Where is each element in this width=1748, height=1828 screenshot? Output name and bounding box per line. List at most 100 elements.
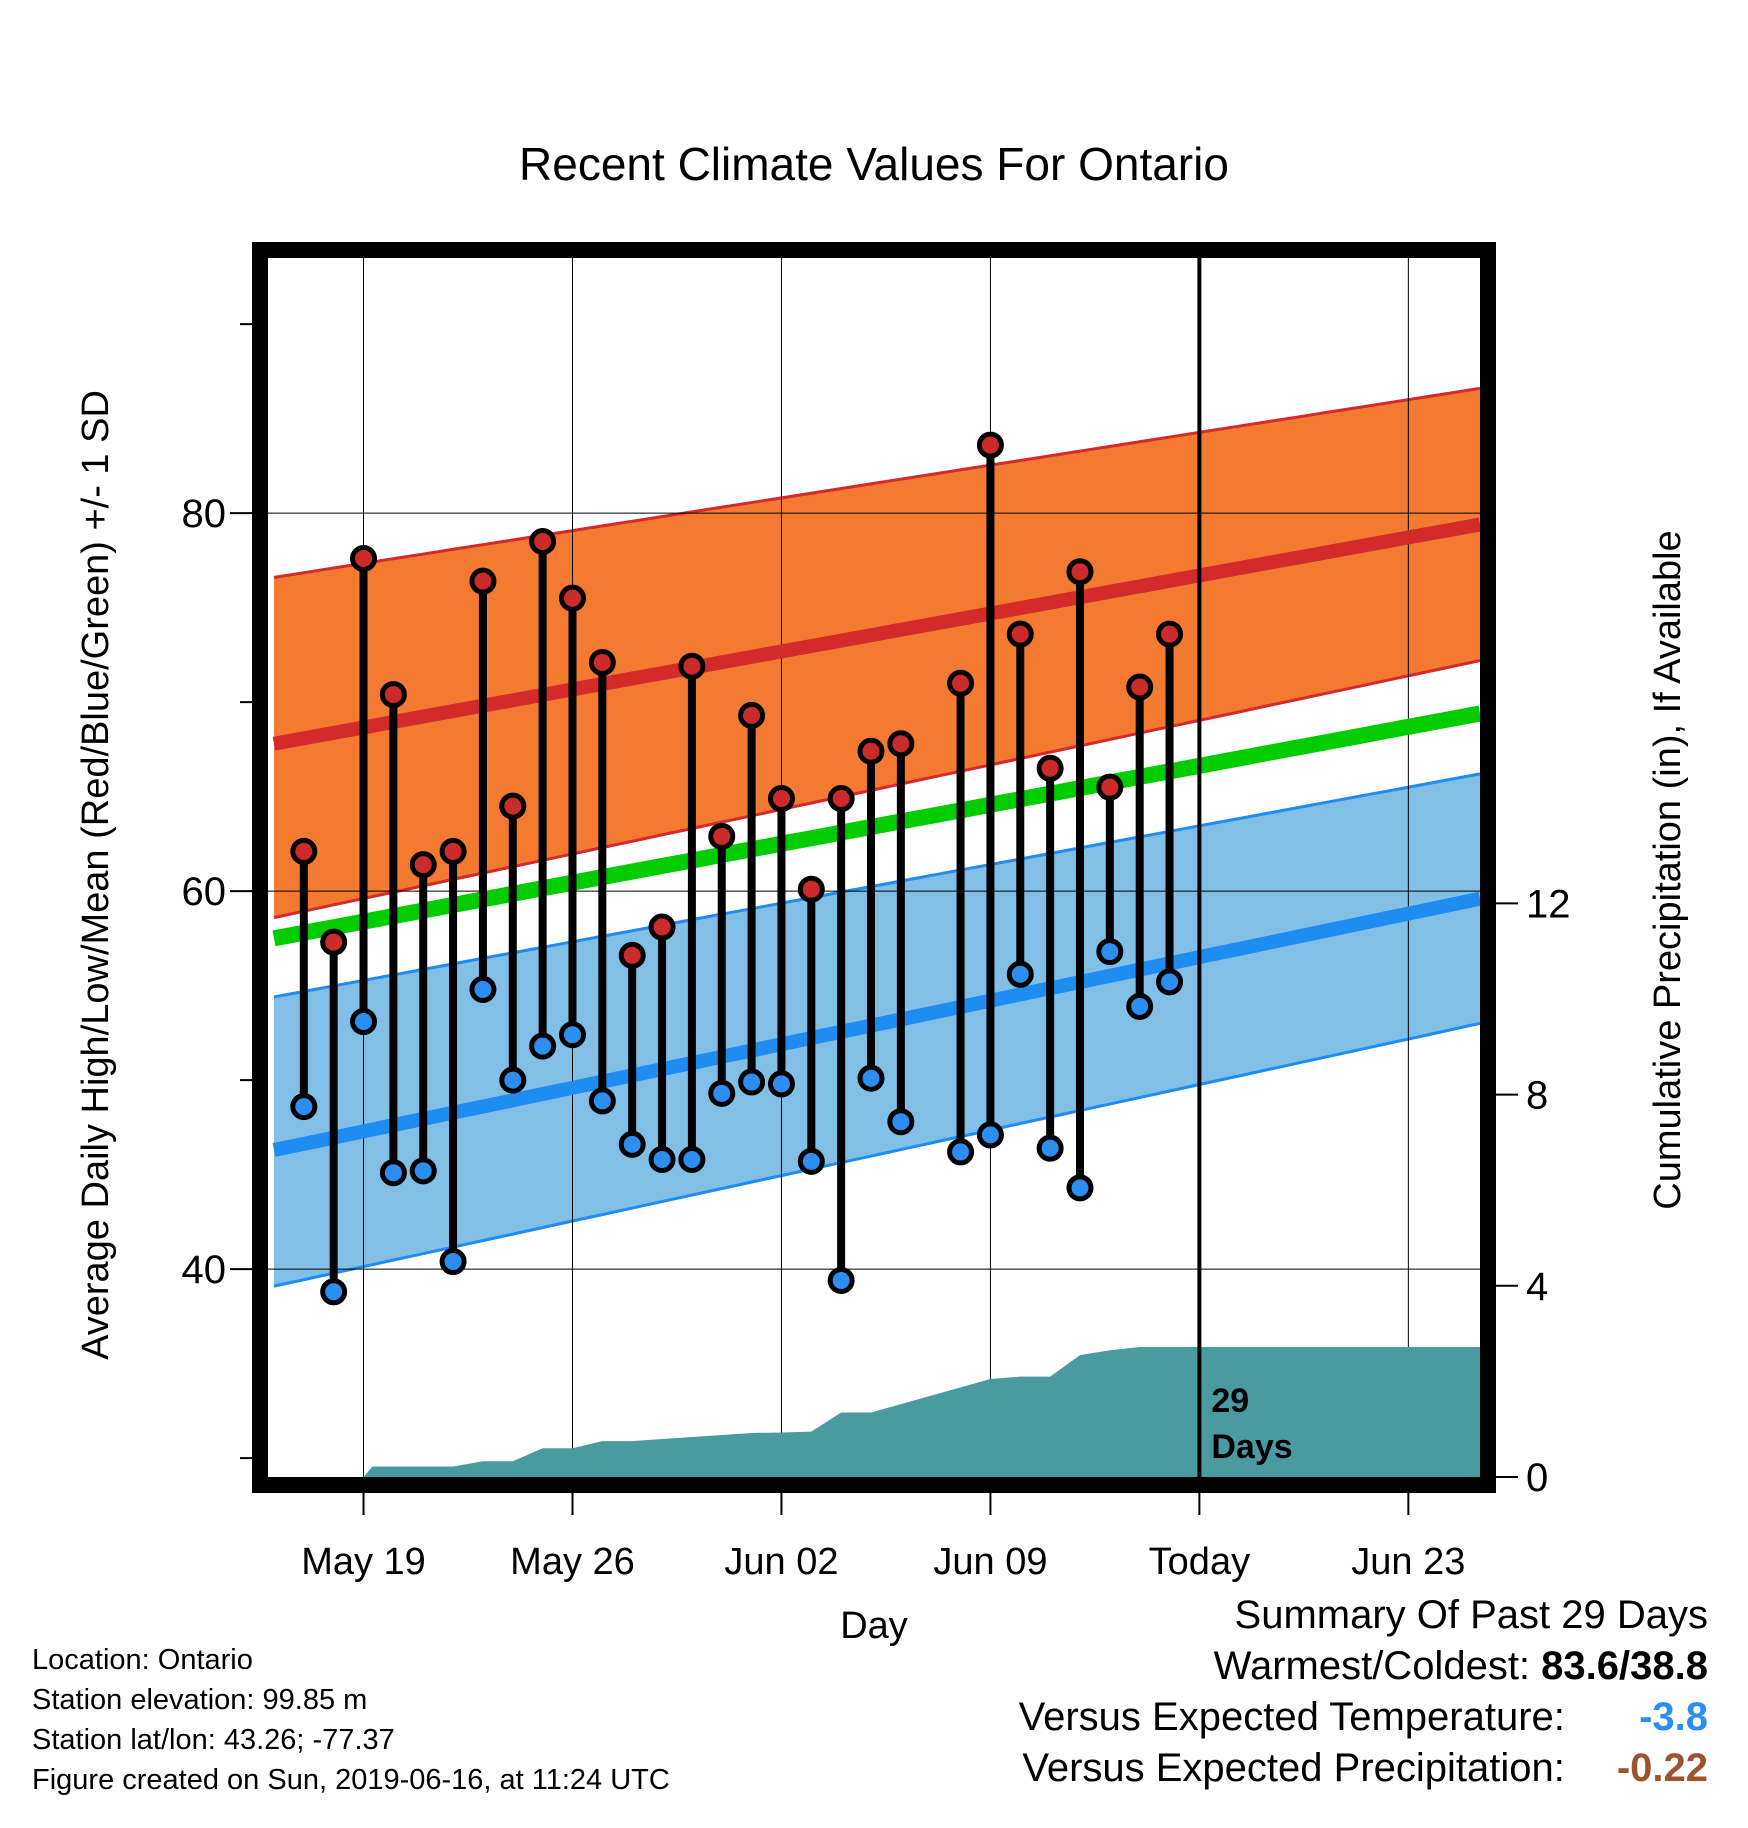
daily-high-point <box>827 785 855 813</box>
daily-low-point <box>1006 960 1034 988</box>
today-days-text: Days <box>1211 1428 1292 1466</box>
warm-cold-label: Warmest/Coldest: <box>1213 1644 1531 1688</box>
daily-low-point <box>797 1147 825 1175</box>
daily-low-point <box>618 1130 646 1158</box>
x-axis-label: Day <box>840 1605 908 1647</box>
daily-high-point <box>409 851 437 879</box>
y-right-tick-label: 0 <box>1526 1456 1548 1500</box>
daily-high-point <box>320 928 348 956</box>
daily-low-point <box>887 1108 915 1136</box>
x-tick-label: Jun 02 <box>724 1541 838 1583</box>
x-tick-label: Today <box>1149 1541 1250 1583</box>
daily-high-point <box>708 822 736 850</box>
axes: 29 Days 40 60 80 0 4 8 12 May 19 May 26 Jun 02 Jun 0… <box>182 242 1571 1583</box>
daily-low-point <box>558 1021 586 1049</box>
daily-high-point <box>947 669 975 697</box>
x-tick-label: May 26 <box>510 1541 635 1583</box>
today-days-number: 29 <box>1211 1382 1249 1420</box>
daily-low-point <box>1126 992 1154 1020</box>
daily-low-point <box>588 1087 616 1115</box>
daily-low-point <box>439 1248 467 1276</box>
daily-low-point <box>469 975 497 1003</box>
low-band-lower-edge <box>273 1021 1480 1288</box>
x-tick-label: Jun 23 <box>1351 1541 1465 1583</box>
daily-low-point <box>708 1079 736 1107</box>
average-mean-line <box>272 705 1480 947</box>
y-left-tick-label: 40 <box>182 1248 227 1292</box>
daily-low-point <box>648 1145 676 1173</box>
low-mean-line <box>272 891 1480 1157</box>
y-right-tick-label: 12 <box>1526 882 1571 926</box>
chart-title: Recent Climate Values For Ontario <box>519 138 1229 190</box>
high-mean-line <box>272 517 1480 751</box>
latlon-text: Station lat/lon: 43.26; -77.37 <box>32 1724 395 1756</box>
daily-high-point <box>1156 620 1184 648</box>
summary-title: Summary Of Past 29 Days <box>1234 1593 1708 1637</box>
daily-low-point <box>947 1138 975 1166</box>
daily-low-point <box>499 1066 527 1094</box>
daily-high-point <box>499 792 527 820</box>
high-band-upper-edge <box>273 386 1480 579</box>
daily-high-point <box>379 681 407 709</box>
daily-low-point <box>738 1068 766 1096</box>
daily-high-point <box>439 837 467 865</box>
warm-cold-value: 83.6/38.8 <box>1541 1644 1708 1688</box>
daily-high-point <box>469 567 497 595</box>
low-band-upper-edge <box>273 772 1480 999</box>
daily-low-point <box>290 1093 318 1121</box>
precip-label: Versus Expected Precipitation: <box>1022 1746 1565 1790</box>
daily-low-point <box>379 1159 407 1187</box>
precip-value: -0.22 <box>1616 1746 1708 1790</box>
daily-high-point <box>678 652 706 680</box>
daily-high-point <box>887 730 915 758</box>
daily-low-point <box>350 1008 378 1036</box>
summary-temp: Versus Expected Temperature: -3.8 <box>1019 1692 1708 1743</box>
daily-high-point <box>290 837 318 865</box>
daily-high-point <box>1096 773 1124 801</box>
x-tick-label: Jun 09 <box>933 1541 1047 1583</box>
daily-low-point <box>857 1064 885 1092</box>
high-band-lower-edge <box>273 659 1480 920</box>
plot-frame <box>252 242 1496 1493</box>
y-left-tick-label: 60 <box>182 870 227 914</box>
daily-high-point <box>1036 754 1064 782</box>
daily-high-point <box>1006 620 1034 648</box>
daily-high-point <box>857 737 885 765</box>
daily-low-point <box>827 1266 855 1294</box>
daily-high-point <box>1126 673 1154 701</box>
location-text: Location: Ontario <box>32 1644 253 1676</box>
summary-precip: Versus Expected Precipitation: -0.22 <box>1019 1743 1708 1794</box>
daily-high-point <box>618 941 646 969</box>
daily-low-point <box>1096 938 1124 966</box>
cumulative-precipitation-area <box>274 1347 1480 1477</box>
daily-high-point <box>558 584 586 612</box>
daily-high-point <box>976 431 1004 459</box>
elevation-text: Station elevation: 99.85 m <box>32 1684 368 1716</box>
daily-high-point <box>738 701 766 729</box>
daily-high-point <box>529 527 557 555</box>
daily-low-point <box>1066 1174 1094 1202</box>
x-tick-label: May 19 <box>301 1541 426 1583</box>
daily-high-point <box>588 648 616 676</box>
temp-label: Versus Expected Temperature: <box>1018 1695 1565 1739</box>
daily-low-point <box>320 1278 348 1306</box>
y-right-tick-label: 4 <box>1526 1265 1548 1309</box>
y-axis-right-label: Cumulative Precipitation (in), If Availa… <box>1647 530 1689 1209</box>
daily-low-point <box>409 1157 437 1185</box>
y-right-tick-label: 8 <box>1526 1074 1548 1118</box>
daily-high-point <box>1066 558 1094 586</box>
daily-low-point <box>529 1032 557 1060</box>
daily-high-point <box>648 913 676 941</box>
station-info: Location: Ontario Station elevation: 99.… <box>32 1640 670 1800</box>
daily-low-point <box>1036 1134 1064 1162</box>
created-text: Figure created on Sun, 2019-06-16, at 11… <box>32 1764 670 1796</box>
daily-low-point <box>678 1145 706 1173</box>
y-axis-left-label: Average Daily High/Low/Mean (Red/Blue/Gr… <box>75 390 117 1360</box>
daily-low-point <box>976 1121 1004 1149</box>
daily-low-point <box>1156 968 1184 996</box>
daily-high-point <box>767 785 795 813</box>
y-left-tick-label: 80 <box>182 492 227 536</box>
summary-panel: Summary Of Past 29 Days Warmest/Coldest:… <box>1019 1590 1708 1794</box>
daily-high-point <box>350 544 378 572</box>
summary-warm-cold: Warmest/Coldest: 83.6/38.8 <box>1019 1641 1708 1692</box>
